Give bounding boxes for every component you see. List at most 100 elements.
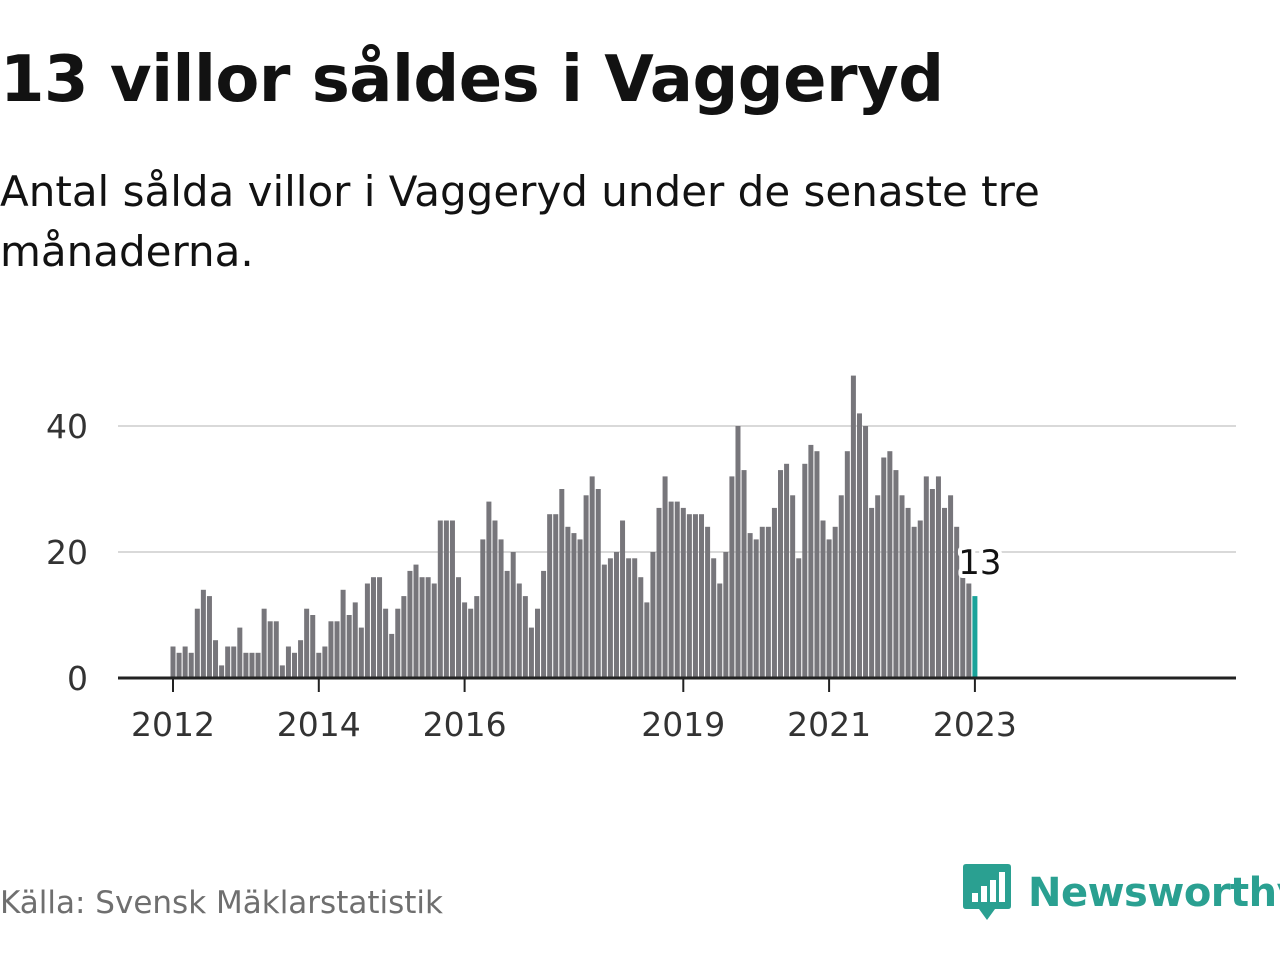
bar xyxy=(492,520,498,678)
bar xyxy=(887,451,893,678)
bar xyxy=(273,621,279,678)
bar xyxy=(194,608,200,678)
bar xyxy=(680,507,686,678)
bar xyxy=(595,489,601,678)
bar xyxy=(535,608,540,678)
bar xyxy=(935,476,941,678)
x-tick-label: 2016 xyxy=(423,705,507,744)
bar xyxy=(869,507,875,678)
bar xyxy=(358,627,364,678)
bar xyxy=(419,577,425,678)
bar xyxy=(729,476,735,678)
bar xyxy=(759,526,765,678)
bar xyxy=(850,375,856,678)
bar xyxy=(261,608,267,678)
bar xyxy=(504,570,510,678)
bar xyxy=(948,495,954,678)
x-tick-label: 2021 xyxy=(787,705,871,744)
bar xyxy=(480,539,486,678)
bar xyxy=(486,501,492,678)
bar xyxy=(553,514,559,678)
bar xyxy=(298,640,304,678)
bar xyxy=(279,665,285,678)
bar xyxy=(802,463,808,678)
bar xyxy=(765,526,771,678)
bar xyxy=(747,533,753,678)
bar xyxy=(808,444,814,678)
bar xyxy=(838,495,844,678)
bar xyxy=(255,652,261,678)
bar xyxy=(674,501,680,678)
bar xyxy=(213,640,219,678)
bar xyxy=(863,426,869,678)
bar xyxy=(601,564,607,678)
bar xyxy=(711,558,717,678)
bar-chart: 0 20 40 2012 2014 2016 2019 2021 2023 13 xyxy=(46,375,1236,744)
bar xyxy=(960,577,966,678)
bar xyxy=(285,646,291,678)
bar xyxy=(741,470,747,678)
bar xyxy=(437,520,443,678)
bar xyxy=(632,558,638,678)
bar xyxy=(692,514,698,678)
bar xyxy=(377,577,383,678)
bar xyxy=(383,608,389,678)
bar xyxy=(510,552,516,678)
bar xyxy=(267,621,273,678)
bar xyxy=(310,615,316,678)
bar xyxy=(352,602,358,678)
bar xyxy=(686,514,692,678)
bar xyxy=(790,495,796,678)
bar xyxy=(413,564,419,678)
bar xyxy=(613,552,619,678)
bar xyxy=(340,589,346,678)
chart-title: 13 villor såldes i Vaggeryd xyxy=(0,43,944,117)
bar xyxy=(516,583,522,678)
bar xyxy=(844,451,850,678)
chart-subtitle: Antal sålda villor i Vaggeryd under de s… xyxy=(0,167,1040,276)
highlight-bar xyxy=(972,596,978,678)
bar xyxy=(395,608,401,678)
bar xyxy=(237,627,243,678)
bar xyxy=(723,552,729,678)
bar xyxy=(468,608,474,678)
bar xyxy=(662,476,668,678)
bar xyxy=(364,583,370,678)
bar xyxy=(699,514,705,678)
bar xyxy=(206,596,212,678)
bar xyxy=(449,520,455,678)
bar xyxy=(328,621,334,678)
bar xyxy=(589,476,595,678)
bar xyxy=(644,602,650,678)
bar xyxy=(583,495,589,678)
bar xyxy=(334,621,340,678)
y-tick-label: 0 xyxy=(67,659,88,698)
bar xyxy=(541,570,547,678)
bar xyxy=(796,558,802,678)
newsworthy-chart-bubble-icon xyxy=(963,864,1011,920)
bar xyxy=(717,583,723,678)
x-tick-label: 2012 xyxy=(131,705,215,744)
bar xyxy=(407,570,413,678)
bar xyxy=(170,646,176,678)
bar xyxy=(431,583,437,678)
bar xyxy=(322,646,328,678)
brand-logo[interactable]: Newsworthy xyxy=(962,862,1280,924)
bar xyxy=(607,558,613,678)
bar xyxy=(182,646,188,678)
bar xyxy=(856,413,862,678)
bar xyxy=(875,495,881,678)
bar xyxy=(219,665,225,678)
bar xyxy=(225,646,231,678)
bar xyxy=(528,627,534,678)
bar xyxy=(292,652,297,678)
source-note: Källa: Svensk Mäklarstatistik xyxy=(0,885,443,921)
bar xyxy=(577,539,583,678)
bar xyxy=(443,520,449,678)
bar xyxy=(911,526,917,678)
bar xyxy=(899,495,905,678)
bar xyxy=(200,589,206,678)
bar xyxy=(571,533,577,678)
bar xyxy=(638,577,644,678)
bar xyxy=(778,470,783,678)
